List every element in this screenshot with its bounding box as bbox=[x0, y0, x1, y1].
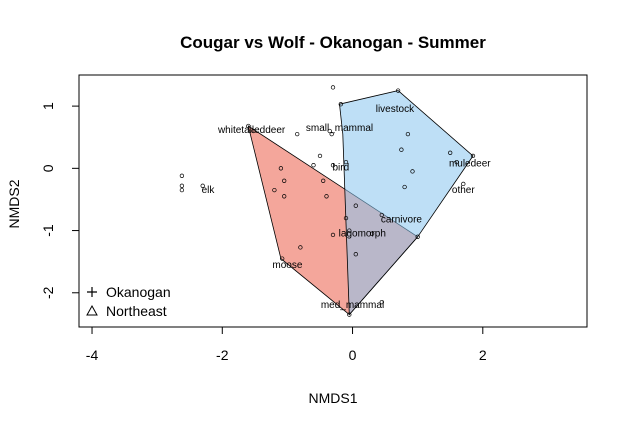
x-tick-label: -2 bbox=[216, 347, 229, 363]
species-label: med_mammal bbox=[321, 300, 384, 311]
species-label: moose bbox=[272, 260, 302, 271]
x-tick-label: -4 bbox=[86, 347, 99, 363]
species-label: whitetaileddeer bbox=[217, 125, 286, 136]
species-label: lagomorph bbox=[339, 229, 386, 240]
y-tick-label: 0 bbox=[40, 164, 56, 172]
site-point bbox=[379, 212, 384, 218]
legend: Okanogan Northeast bbox=[86, 284, 171, 319]
x-tick-label: 0 bbox=[349, 347, 357, 363]
site-point bbox=[295, 131, 300, 137]
site-point bbox=[415, 234, 420, 239]
site-point bbox=[327, 128, 332, 134]
site-point bbox=[330, 163, 336, 168]
y-tick-label: 1 bbox=[40, 102, 56, 110]
species-label: other bbox=[452, 185, 475, 196]
species-label: bird bbox=[332, 163, 349, 174]
y-axis-label: NMDS2 bbox=[6, 179, 22, 228]
species-label: livestock bbox=[376, 104, 415, 115]
site-point bbox=[330, 85, 336, 90]
site-point bbox=[405, 131, 411, 137]
y-tick-label: -1 bbox=[40, 224, 56, 237]
site-point bbox=[272, 187, 277, 193]
hull-northeast bbox=[339, 90, 474, 316]
x-axis: -4 -2 0 2 bbox=[86, 326, 487, 363]
site-point bbox=[324, 194, 329, 199]
site-point bbox=[329, 131, 334, 137]
site-point bbox=[282, 194, 287, 199]
site-point bbox=[343, 215, 349, 221]
site-point bbox=[353, 252, 358, 257]
site-point bbox=[461, 181, 466, 187]
site-point bbox=[399, 147, 404, 152]
site-point bbox=[282, 178, 287, 183]
legend-plus-icon bbox=[87, 287, 97, 297]
site-point bbox=[353, 203, 358, 208]
x-tick-label: 2 bbox=[479, 347, 487, 363]
x-axis-label: NMDS1 bbox=[308, 390, 357, 406]
site-point bbox=[347, 228, 352, 233]
site-point bbox=[179, 183, 185, 188]
site-point bbox=[369, 231, 375, 236]
legend-label: Northeast bbox=[106, 303, 167, 319]
site-point bbox=[330, 232, 336, 238]
site-point bbox=[251, 128, 256, 134]
site-point bbox=[448, 150, 453, 155]
site-point bbox=[311, 163, 316, 168]
site-point bbox=[454, 159, 459, 165]
site-point bbox=[379, 299, 384, 305]
site-point bbox=[321, 178, 326, 183]
points-layer bbox=[179, 85, 476, 317]
site-point bbox=[343, 159, 349, 165]
legend-triangle-icon bbox=[86, 304, 98, 316]
site-point bbox=[246, 123, 251, 129]
site-point bbox=[317, 153, 323, 159]
site-point bbox=[298, 245, 303, 250]
species-label: carnivore bbox=[381, 214, 423, 225]
chart-title: Cougar vs Wolf - Okanogan - Summer bbox=[180, 33, 486, 52]
y-tick-label: -2 bbox=[40, 286, 56, 299]
site-point bbox=[200, 183, 205, 188]
site-point bbox=[395, 88, 401, 93]
hulls-layer bbox=[247, 90, 474, 316]
species-label: elk bbox=[202, 185, 216, 196]
site-point bbox=[179, 173, 185, 178]
y-axis: -2 -1 0 1 bbox=[40, 102, 80, 299]
site-point bbox=[410, 169, 415, 174]
site-point bbox=[402, 184, 407, 190]
site-point bbox=[470, 153, 476, 159]
site-point bbox=[280, 256, 285, 261]
species-label: muledeer bbox=[449, 158, 491, 169]
legend-label: Okanogan bbox=[106, 284, 171, 300]
site-point bbox=[179, 187, 185, 193]
site-point bbox=[278, 166, 284, 171]
site-point bbox=[338, 102, 343, 107]
species-label: small_mammal bbox=[306, 123, 373, 134]
site-point bbox=[347, 312, 352, 317]
